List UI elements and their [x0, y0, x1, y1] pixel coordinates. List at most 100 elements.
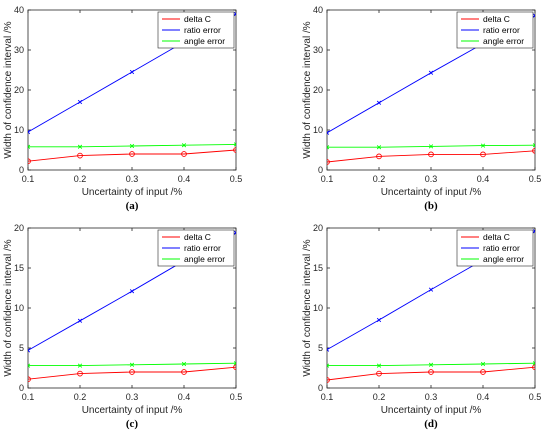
y-tick-label: 15 [313, 263, 323, 273]
legend-entry: angle error [483, 36, 524, 46]
legend-entry: ratio error [483, 243, 520, 253]
data-point [181, 361, 187, 367]
x-axis-label: Uncertainty of input /% [381, 405, 482, 416]
data-point [480, 143, 486, 148]
series-line-delta-C [28, 366, 236, 380]
legend-box [157, 229, 235, 267]
series-layer [28, 230, 236, 383]
x-tick-label: 0.5 [529, 392, 542, 402]
y-tick-label: 10 [313, 125, 323, 135]
data-point [376, 145, 382, 150]
data-point [532, 143, 535, 148]
data-point [28, 144, 31, 149]
y-axis-label: Width of confidence interval /% [302, 21, 313, 158]
legend-entry: delta C [483, 232, 510, 242]
data-point [532, 361, 535, 366]
series-line-delta-C [327, 366, 535, 381]
x-tick-label: 0.5 [230, 174, 243, 184]
data-point [327, 363, 330, 368]
data-point [28, 376, 31, 383]
x-tick-label: 0.2 [373, 174, 386, 184]
data-point [532, 147, 535, 154]
y-tick-label: 40 [313, 5, 323, 15]
y-tick-label: 20 [313, 85, 323, 95]
data-point [129, 143, 135, 149]
data-point [428, 144, 434, 149]
data-point [77, 363, 83, 368]
y-tick-label: 10 [313, 303, 323, 313]
data-point [327, 159, 330, 165]
y-tick-label: 0 [318, 383, 323, 393]
chart-panel-3: 0.1 0.2 0.3 0.4 0.5 0 5 10 15 20 Uncertainty of in… [302, 223, 541, 430]
x-tick-label: 0.5 [529, 174, 542, 184]
x-tick-label: 0.1 [22, 392, 35, 402]
y-tick-label: 30 [313, 45, 323, 55]
y-tick-label: 10 [14, 125, 24, 135]
data-point [77, 370, 83, 377]
x-tick-label: 0.3 [425, 392, 438, 402]
y-axis-label: Width of confidence interval /% [3, 21, 14, 158]
data-point [327, 347, 330, 352]
y-tick-label: 15 [14, 263, 24, 273]
data-point [376, 363, 382, 368]
data-point [28, 129, 31, 135]
y-tick-label: 0 [19, 165, 24, 175]
y-tick-label: 20 [313, 223, 323, 233]
data-point [28, 158, 31, 165]
x-tick-label: 0.1 [321, 392, 334, 402]
data-point [428, 287, 434, 292]
chart-panel-2: 0.1 0.2 0.3 0.4 0.5 0 5 10 15 20 Uncertainty of in… [3, 223, 242, 430]
data-point [233, 361, 236, 366]
legend-entry: ratio error [184, 243, 221, 253]
data-point [129, 151, 135, 157]
legend-entry: ratio error [483, 25, 520, 35]
y-tick-label: 20 [14, 223, 24, 233]
y-tick-label: 10 [14, 303, 24, 313]
data-point [532, 13, 535, 18]
legend-entry: ratio error [184, 25, 221, 35]
panel-label: (d) [424, 418, 438, 430]
y-axis-label: Width of confidence interval /% [302, 239, 313, 376]
x-tick-label: 0.4 [178, 392, 191, 402]
series-line-delta-C [28, 149, 236, 162]
y-tick-label: 30 [14, 45, 24, 55]
data-point [428, 369, 434, 375]
legend-entry: angle error [184, 254, 225, 264]
x-tick-label: 0.3 [126, 174, 139, 184]
data-point [77, 99, 83, 105]
x-tick-label: 0.2 [74, 392, 87, 402]
data-point [480, 151, 486, 158]
data-point [129, 289, 135, 294]
y-tick-label: 5 [318, 343, 323, 353]
data-point [77, 152, 83, 159]
data-point [376, 100, 382, 105]
data-point [129, 369, 135, 375]
x-tick-label: 0.4 [178, 174, 191, 184]
legend-entry: angle error [483, 254, 524, 264]
data-point [480, 361, 486, 367]
data-point [327, 130, 330, 135]
x-tick-label: 0.1 [321, 174, 334, 184]
data-point [428, 362, 434, 367]
data-point [376, 317, 382, 323]
panel-label: (b) [424, 200, 438, 212]
x-axis-label: Uncertainty of input /% [381, 187, 482, 198]
x-axis-label: Uncertainty of input /% [82, 405, 183, 416]
data-point [480, 369, 486, 375]
x-tick-label: 0.4 [477, 174, 490, 184]
x-axis-label: Uncertainty of input /% [82, 187, 183, 198]
data-point [233, 364, 236, 371]
data-point [428, 70, 434, 75]
x-tick-label: 0.1 [22, 174, 35, 184]
x-tick-label: 0.2 [373, 392, 386, 402]
panel-label: (a) [126, 200, 139, 212]
data-point [428, 151, 434, 158]
data-point [532, 229, 535, 234]
chart-panel-0: 0.1 0.2 0.3 0.4 0.5 0 10 20 30 40 Uncertainty of i… [3, 5, 242, 212]
data-point [233, 11, 236, 17]
data-point [233, 142, 236, 147]
